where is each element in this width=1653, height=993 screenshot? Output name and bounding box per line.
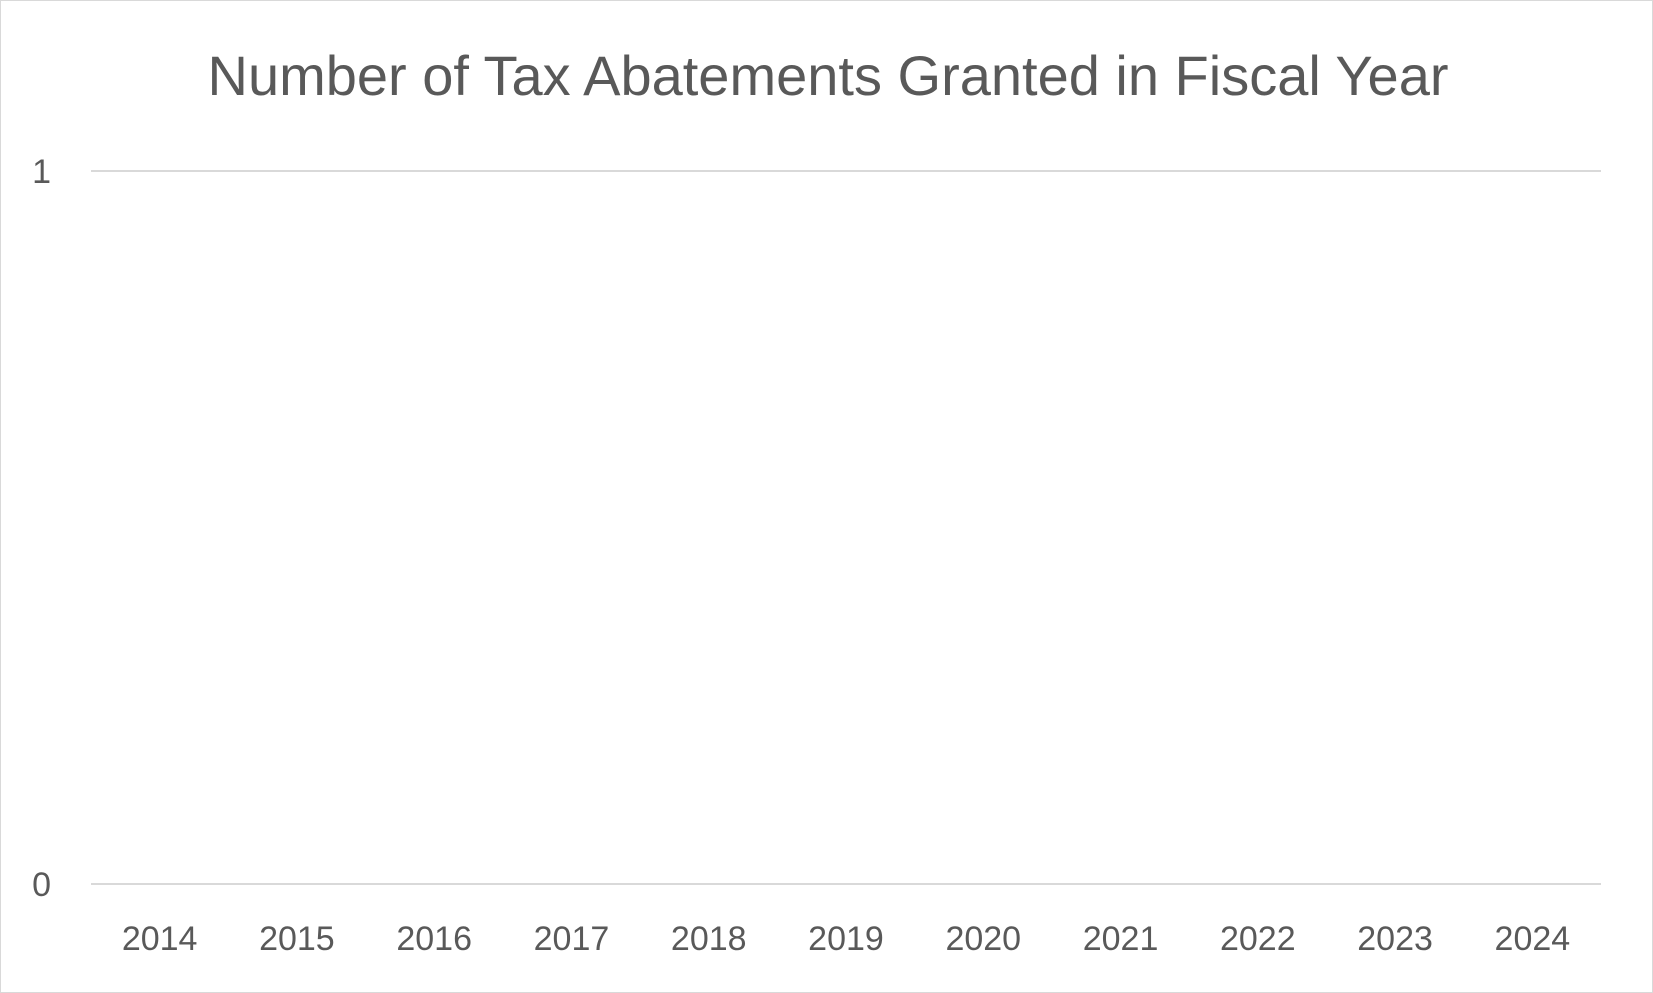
x-axis-ticks: 2014 2015 2016 2017 2018 2019 2020 2021 2022 2023… <box>122 920 1570 958</box>
x-tick-label: 2017 <box>534 920 610 958</box>
x-tick-label: 2022 <box>1220 920 1296 958</box>
y-axis-ticks: 01 <box>32 153 51 904</box>
x-tick-label: 2014 <box>122 920 198 958</box>
x-tick-label: 2018 <box>671 920 747 958</box>
y-tick-label: 0 <box>32 866 51 904</box>
x-tick-label: 2021 <box>1083 920 1159 958</box>
y-tick-label: 1 <box>32 153 51 191</box>
x-tick-label: 2024 <box>1495 920 1571 958</box>
x-tick-label: 2016 <box>396 920 472 958</box>
x-tick-label: 2023 <box>1357 920 1433 958</box>
gridlines <box>91 170 1601 885</box>
chart-title: Number of Tax Abatements Granted in Fisc… <box>208 44 1449 107</box>
x-tick-label: 2015 <box>259 920 335 958</box>
x-tick-label: 2020 <box>945 920 1021 958</box>
x-tick-label: 2019 <box>808 920 884 958</box>
